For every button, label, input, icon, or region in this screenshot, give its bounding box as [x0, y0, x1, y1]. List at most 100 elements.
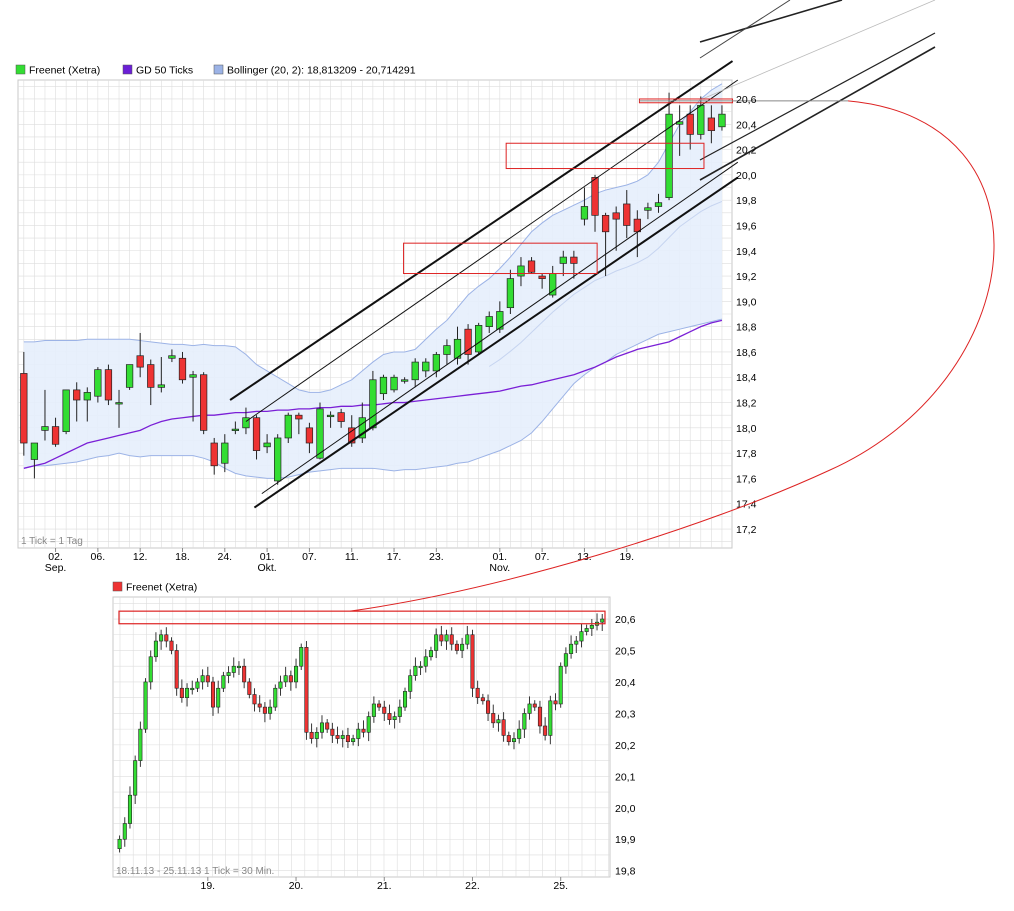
candle-body: [366, 716, 371, 733]
candle-body: [371, 703, 376, 717]
candle-body: [288, 675, 293, 683]
candle-body: [423, 656, 428, 667]
candle-body: [231, 665, 236, 673]
candle-body: [563, 653, 568, 667]
candle-body: [480, 697, 485, 702]
candle-body: [226, 672, 231, 676]
connector-curve: [349, 100, 995, 612]
tick-note: 1 Tick = 1 Tag: [21, 536, 83, 547]
candle-body: [434, 634, 439, 651]
candle-body: [485, 316, 493, 327]
trend-channel-line: [261, 161, 739, 495]
y-tick-label: 19,0: [736, 296, 757, 308]
y-tick-label: 19,9: [615, 834, 636, 846]
x-tick-label: 19.: [619, 551, 634, 563]
candle-body: [147, 364, 155, 388]
plot-frame: [112, 596, 611, 878]
candle-body: [216, 687, 221, 708]
candle-body: [148, 656, 153, 683]
y-tick-label: 20,6: [615, 614, 636, 626]
legend-swatch: [15, 64, 26, 75]
candle-body: [591, 177, 599, 216]
candle-body: [325, 722, 330, 730]
candle-body: [454, 643, 459, 651]
candle-body: [428, 650, 433, 658]
candle-body: [358, 417, 366, 439]
x-tick-label: 22.: [465, 880, 480, 892]
candle-body: [157, 384, 165, 388]
candle-body: [356, 728, 361, 739]
candle-body: [411, 361, 419, 381]
candle-body: [475, 687, 480, 698]
candle-body: [104, 369, 113, 401]
candle-body: [314, 731, 319, 739]
candle-body: [262, 706, 267, 714]
candle-body: [379, 376, 388, 395]
candle-body: [443, 345, 451, 355]
candle-body: [115, 402, 123, 405]
candle-body: [654, 202, 663, 207]
month-label: Sep.: [45, 562, 67, 574]
candle-body: [501, 719, 506, 736]
candle-body: [30, 442, 39, 460]
x-tick-label: 24.: [217, 551, 232, 563]
candle-body: [387, 713, 392, 720]
candle-body: [190, 687, 195, 691]
candle-body: [210, 442, 218, 467]
candle-body: [164, 634, 169, 642]
main-legend: Freenet (Xetra) GD 50 Ticks Bollinger (20,…: [15, 64, 416, 77]
candle-body: [408, 675, 413, 692]
month-label: Okt.: [257, 562, 276, 574]
intraday-highlight: [118, 610, 606, 625]
candle-body: [169, 640, 174, 651]
candle-body: [522, 713, 527, 730]
annotation-box: [403, 242, 598, 275]
legend-label: Bollinger (20, 2): 18,813209 - 20,714291: [227, 65, 416, 77]
candle-body: [601, 214, 610, 233]
candle-body: [538, 275, 546, 279]
y-tick-label: 20,4: [615, 677, 636, 689]
trend-extension-line: [699, 0, 843, 43]
candle-body: [382, 706, 387, 714]
candle-body: [273, 687, 278, 708]
candle-body: [377, 703, 382, 708]
candle-body: [403, 691, 408, 708]
legend-label: Freenet (Xetra): [29, 65, 100, 77]
candle-body: [559, 256, 567, 264]
candle-body: [268, 706, 273, 714]
candle-body: [418, 665, 423, 669]
candle-body: [348, 427, 356, 444]
main-axes: 17,217,417,617,818,018,218,418,618,819,0…: [21, 94, 757, 574]
x-tick-label: 23.: [429, 551, 444, 563]
highlight-box: [118, 610, 606, 625]
month-label: Nov.: [489, 562, 510, 574]
intraday-grid: [112, 596, 611, 878]
candle-body: [580, 206, 589, 220]
y-tick-label: 18,0: [736, 423, 757, 435]
candle-body: [369, 379, 377, 429]
candle-body: [189, 374, 197, 378]
candle-body: [496, 311, 504, 330]
trend-channel-line: [245, 79, 739, 422]
candle-body: [439, 634, 444, 642]
candle-body: [73, 389, 81, 401]
y-tick-label: 20,2: [736, 145, 757, 157]
candle-body: [548, 700, 553, 736]
y-tick-label: 20,0: [615, 803, 636, 815]
trend-extension-line: [699, 0, 936, 101]
y-tick-label: 19,8: [615, 866, 636, 878]
candle-body: [122, 823, 127, 840]
y-tick-label: 18,4: [736, 372, 757, 384]
candle-body: [326, 414, 335, 418]
y-tick-label: 20,3: [615, 708, 636, 720]
candle-body: [574, 640, 579, 645]
candle-body: [221, 675, 226, 689]
x-tick-label: 25.: [553, 880, 568, 892]
candle-body: [195, 681, 200, 689]
candle-body: [138, 728, 143, 761]
y-tick-label: 18,8: [736, 322, 757, 334]
legend-swatch: [112, 581, 123, 592]
y-tick-label: 20,2: [615, 740, 636, 752]
legend-swatch: [122, 64, 133, 75]
